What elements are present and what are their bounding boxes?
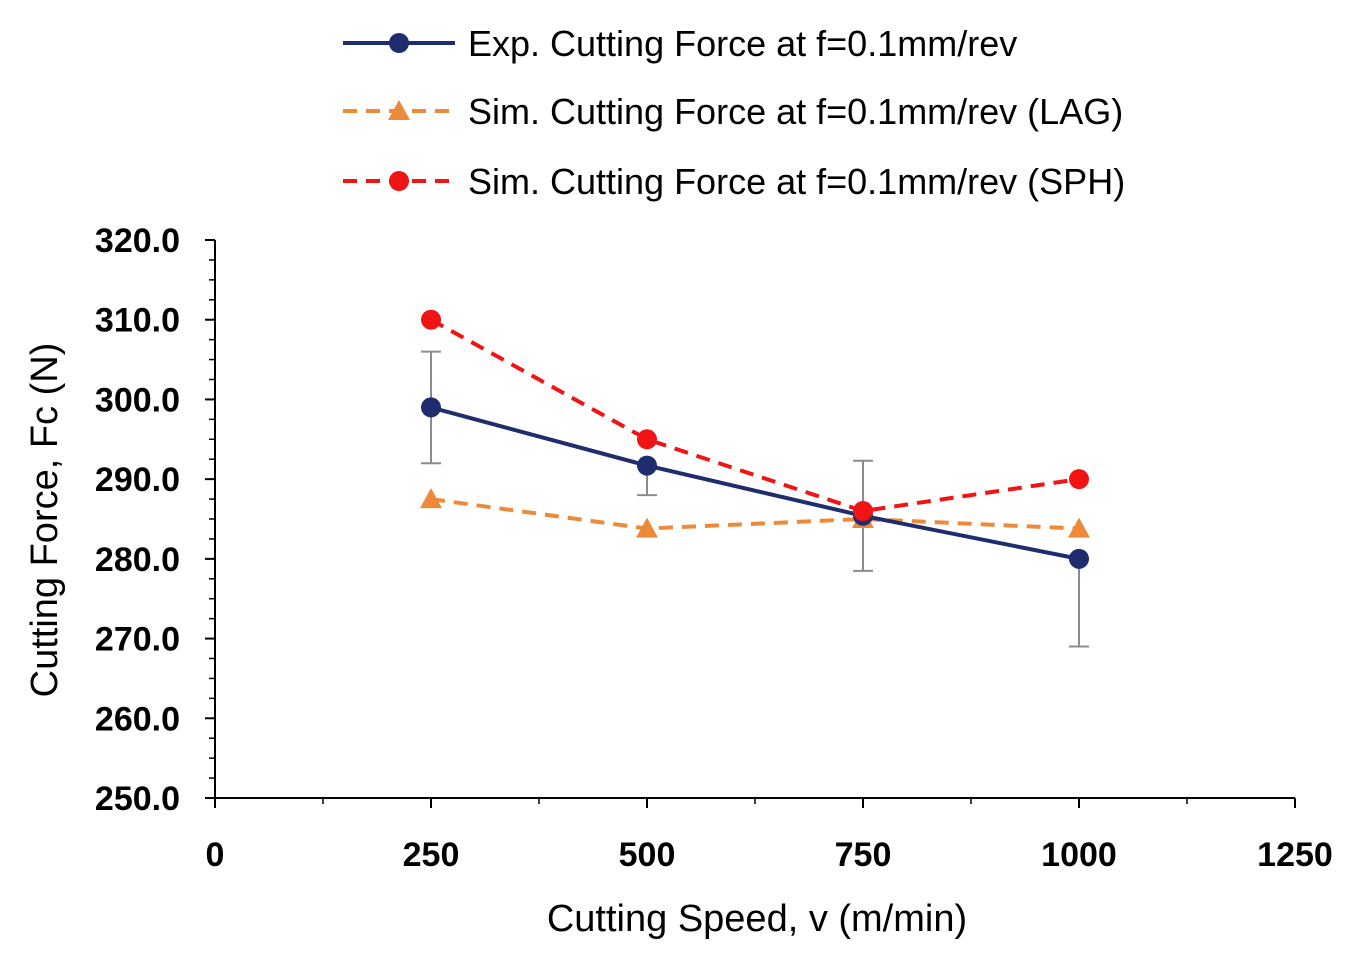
series-line-exp (430, 405, 1080, 561)
legend-marker-exp (389, 33, 409, 53)
x-axis-title: Cutting Speed, v (m/min) (547, 898, 967, 940)
data-point-lag (636, 517, 658, 538)
y-tick-label: 250.0 (95, 780, 180, 818)
legend-item-sph: Sim. Cutting Force at f=0.1mm/rev (SPH) (343, 161, 1125, 202)
x-tick-label: 1250 (1257, 836, 1333, 874)
y-tick-label: 280.0 (95, 541, 180, 579)
legend-label-exp: Exp. Cutting Force at f=0.1mm/rev (468, 23, 1017, 64)
axes (214, 240, 1295, 799)
y-tick-label: 300.0 (95, 381, 180, 419)
data-point-exp (421, 397, 441, 418)
legend: Exp. Cutting Force at f=0.1mm/rev Sim. C… (343, 23, 1125, 202)
y-tick-label: 320.0 (95, 222, 180, 260)
y-axis-ticks: 250.0 260.0 270.0 280.0 290.0 300.0 310.0 320.0 (95, 222, 215, 818)
y-tick-label: 270.0 (95, 621, 180, 659)
data-point-sph (637, 429, 657, 450)
x-tick-label: 500 (619, 836, 676, 874)
x-tick-label: 1000 (1041, 836, 1117, 874)
y-tick-label: 260.0 (95, 700, 180, 738)
x-tick-label: 250 (403, 836, 460, 874)
legend-item-exp: Exp. Cutting Force at f=0.1mm/rev (343, 23, 1017, 64)
data-point-lag (1068, 517, 1090, 538)
data-point-exp (1069, 548, 1089, 569)
y-axis-title: Cutting Force, Fc (N) (24, 343, 66, 698)
x-tick-label: 0 (206, 836, 225, 874)
x-axis-ticks: 0 250 500 750 1000 1250 (206, 798, 1333, 874)
data-point-sph (853, 501, 873, 522)
y-tick-label: 290.0 (95, 461, 180, 499)
legend-label-sph: Sim. Cutting Force at f=0.1mm/rev (SPH) (468, 161, 1125, 202)
data-point-exp (637, 455, 657, 476)
plot-area (420, 309, 1090, 648)
data-point-sph (1069, 469, 1089, 490)
legend-item-lag: Sim. Cutting Force at f=0.1mm/rev (LAG) (343, 91, 1123, 132)
y-tick-label: 310.0 (95, 302, 180, 340)
data-point-sph (421, 309, 441, 330)
legend-label-lag: Sim. Cutting Force at f=0.1mm/rev (LAG) (468, 91, 1123, 132)
x-tick-label: 750 (835, 836, 892, 874)
legend-marker-lag (388, 100, 410, 120)
legend-marker-sph (389, 171, 409, 191)
series-line-lag (430, 497, 1080, 531)
series-line-sph (430, 317, 1080, 514)
data-point-lag (420, 488, 442, 509)
